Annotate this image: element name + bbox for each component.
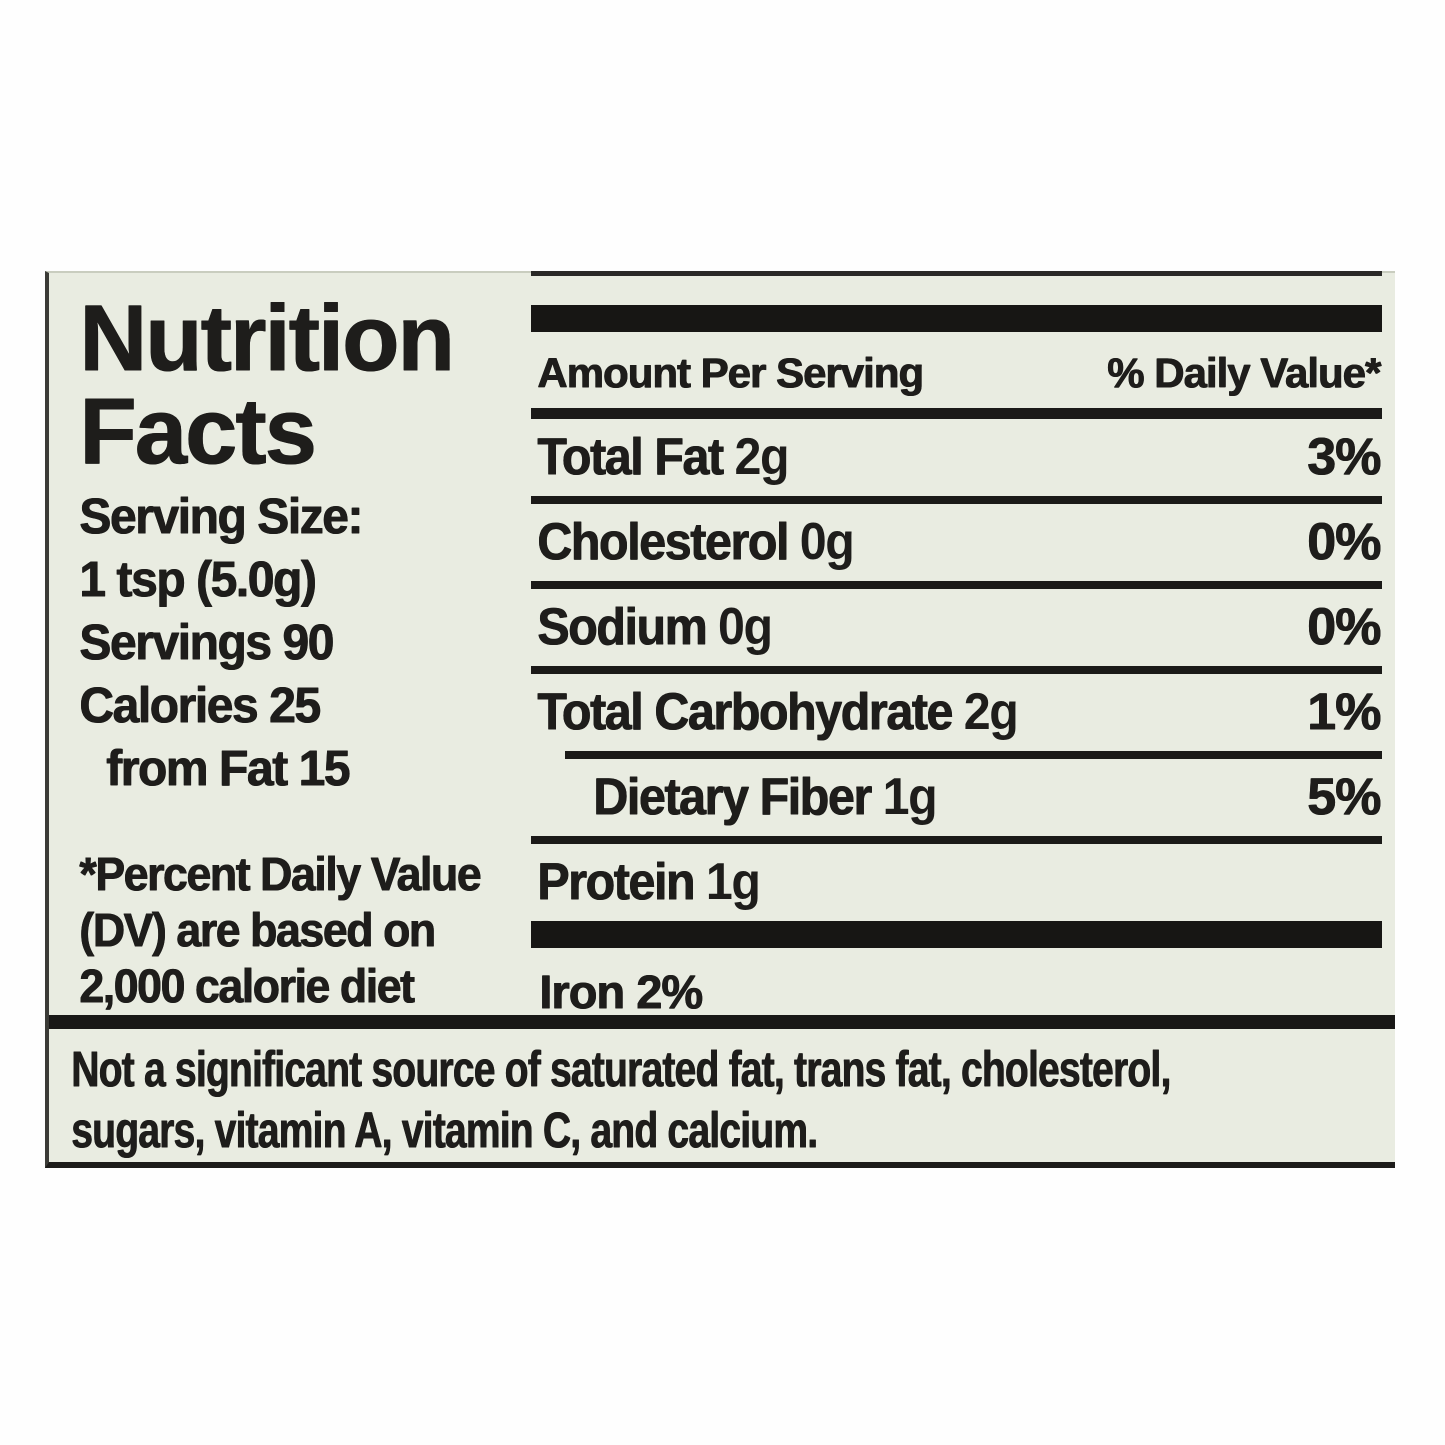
title-line-2: Facts [79,378,317,483]
nutrient-amount: 2g [734,428,789,486]
nutrient-cell: Sodium 0g [537,598,773,656]
disclaimer-line-1: Not a significant source of saturated fa… [71,1041,1171,1097]
row-divider-rule-indented [565,751,1382,759]
serving-size-label: Serving Size: [79,488,363,544]
nutrient-amount: 1g [705,853,761,911]
nutrient-name: Dietary Fiber [593,768,872,826]
nutrient-cell: Dietary Fiber 1g [593,768,938,826]
nutrient-daily-value: 0% [1306,598,1381,656]
label-left-column: Nutrition Facts Serving Size: 1 tsp (5.0… [79,291,549,1014]
row-divider-rule [531,496,1382,504]
table-header-row: Amount Per Serving % Daily Value* [531,332,1382,408]
iron-row: Iron 2% [531,948,1382,1019]
table-header-bar [531,305,1382,332]
nutrient-row-sodium: Sodium 0g 0% [531,589,1382,666]
nutrient-amount: 0g [718,598,773,656]
row-divider-rule [531,581,1382,589]
iron-value: Iron 2% [539,965,703,1018]
nutrient-amount: 0g [799,513,855,571]
nutrition-facts-label: Nutrition Facts Serving Size: 1 tsp (5.0… [45,271,1395,1168]
nutrient-daily-value: 1% [1306,683,1381,741]
daily-value-header: % Daily Value* [1106,349,1381,396]
nutrient-row-total-carbohydrate: Total Carbohydrate 2g 1% [531,674,1382,751]
dv-footnote-line-1: *Percent Daily Value [79,847,481,900]
table-top-rule [531,271,1382,276]
disclaimer-line-2: sugars, vitamin A, vitamin C, and calciu… [71,1102,818,1158]
calories-from-fat: from Fat 15 [105,740,350,796]
nutrient-daily-value: 0% [1306,513,1381,571]
amount-per-serving-header: Amount Per Serving [537,349,924,396]
calories-value: Calories 25 [79,677,321,733]
nutrient-name: Total Fat [537,428,724,486]
serving-info-block: Serving Size: 1 tsp (5.0g) Servings 90 C… [79,485,530,800]
row-divider-rule [531,836,1382,844]
nutrient-row-cholesterol: Cholesterol 0g 0% [531,504,1382,581]
nutrient-name: Protein [537,853,695,911]
nutrient-cell: Total Carbohydrate 2g [537,683,1019,741]
row-divider-rule [531,666,1382,674]
nutrient-daily-value: 5% [1306,768,1381,826]
daily-value-footnote: *Percent Daily Value (DV) are based on 2… [79,846,526,1014]
servings-count: Servings 90 [79,614,334,670]
header-divider-rule [531,408,1382,419]
nutrient-row-protein: Protein 1g [531,844,1382,921]
nutrient-cell: Total Fat 2g [537,428,789,486]
serving-size-value: 1 tsp (5.0g) [79,551,317,607]
table-bottom-bar [531,921,1382,948]
nutrient-amount: 2g [963,683,1019,741]
nutrient-amount: 1g [882,768,938,826]
label-title: Nutrition Facts [79,285,549,483]
full-width-rule [49,1015,1395,1029]
title-line-1: Nutrition [79,285,455,390]
nutrient-name: Total Carbohydrate [537,683,953,741]
nutrition-table: Amount Per Serving % Daily Value* Total … [531,271,1382,1019]
nutrient-name: Cholesterol [537,513,789,571]
nutrient-row-dietary-fiber: Dietary Fiber 1g 5% [531,759,1382,836]
nutrient-cell: Cholesterol 0g [537,513,855,571]
nutrient-cell: Protein 1g [537,853,761,911]
table-top-gap [531,276,1382,305]
nutrient-row-total-fat: Total Fat 2g 3% [531,419,1382,496]
nutrient-daily-value: 3% [1306,428,1381,486]
nutrient-name: Sodium [537,598,707,656]
dv-footnote-line-3: 2,000 calorie diet [79,959,415,1012]
dv-footnote-line-2: (DV) are based on [79,903,436,956]
bottom-disclaimer: Not a significant source of saturated fa… [71,1039,1171,1161]
